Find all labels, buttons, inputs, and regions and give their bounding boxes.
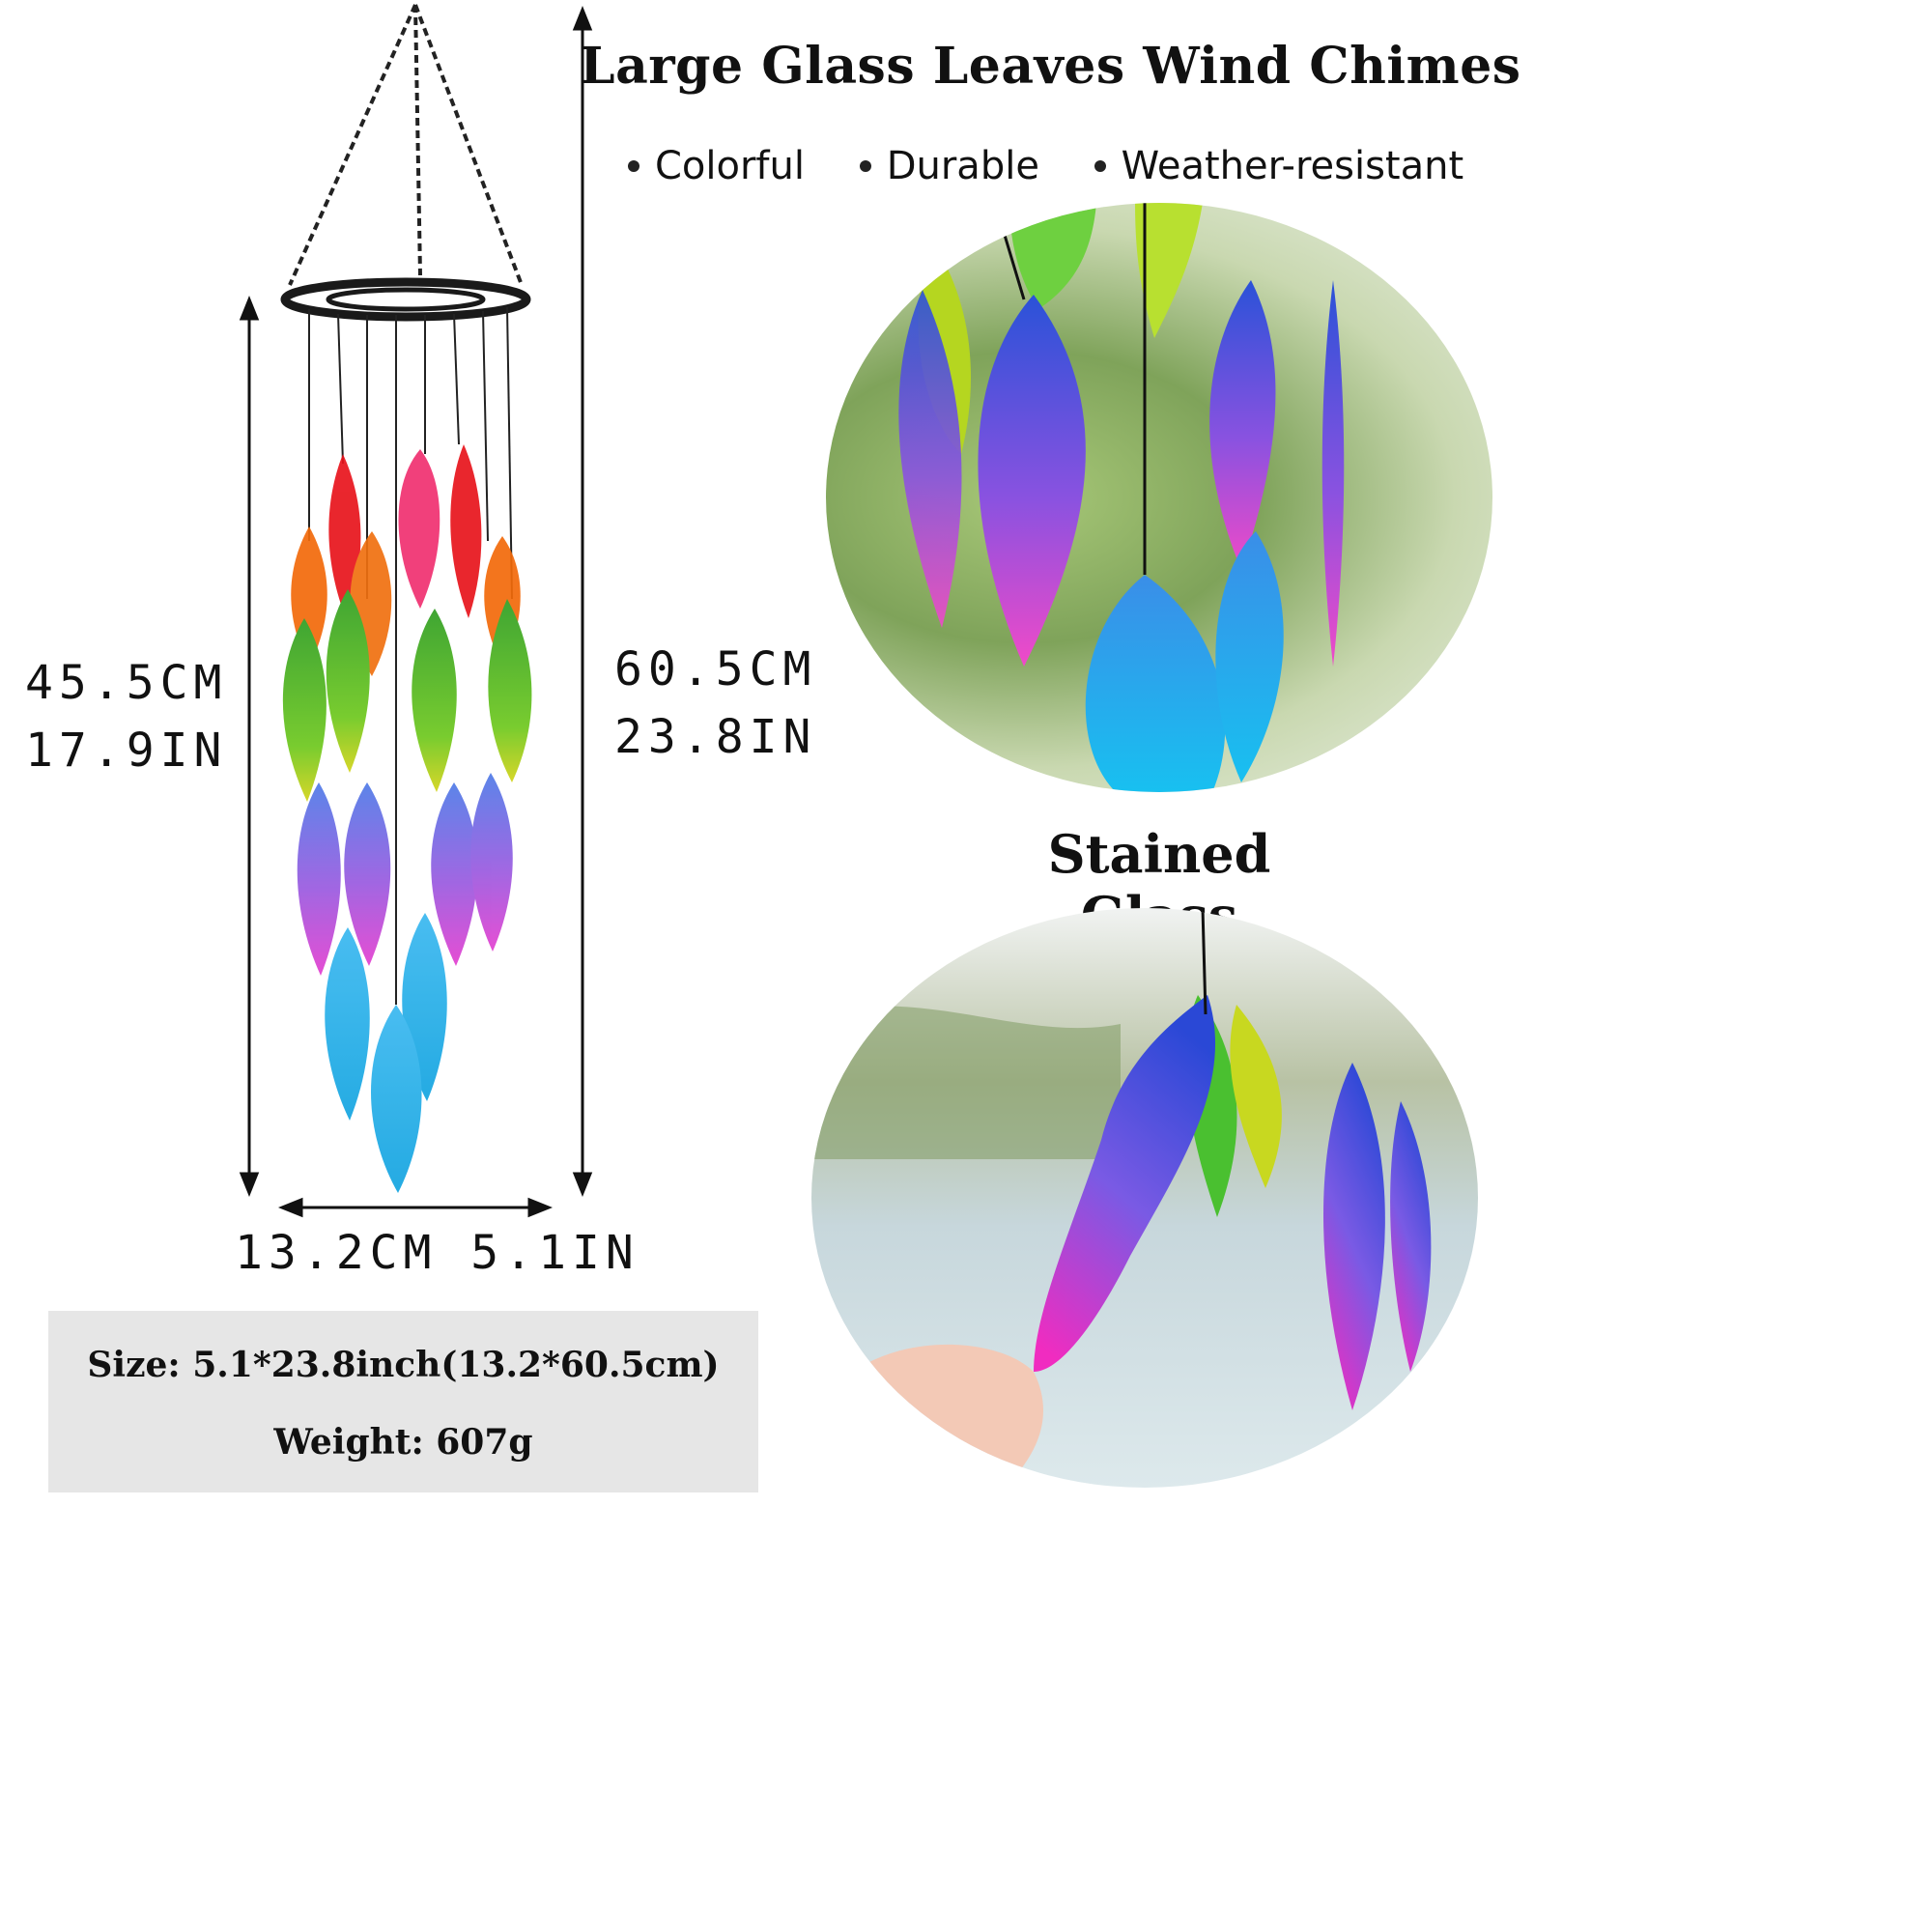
hanging-chains — [288, 4, 524, 286]
total-height-cm: 60.5CM — [614, 642, 817, 696]
total-height-in: 23.8IN — [614, 710, 817, 764]
wind-chime-illustration — [280, 4, 532, 1193]
total-height-label: 60.5CM 23.8IN — [614, 636, 816, 771]
feature-label: Colorful — [655, 144, 805, 188]
inner-height-cm: 45.5CM — [25, 656, 228, 710]
specs-panel: Size: 5.1*23.8inch(13.2*60.5cm) Weight: … — [48, 1311, 758, 1492]
feature-item: Colorful — [628, 144, 805, 188]
bullet-icon — [1094, 160, 1106, 172]
feature-list: Colorful Durable Weather-resistant — [628, 137, 1497, 188]
feature-label: Weather-resistant — [1121, 144, 1464, 188]
leaf-in-hand-image — [811, 908, 1432, 1488]
page-title: Large Glass Leaves Wind Chimes — [580, 37, 1521, 96]
feature-label: Durable — [886, 144, 1039, 188]
hanging-strings — [308, 306, 513, 1005]
weight-spec: Weight: 607g — [273, 1422, 533, 1463]
product-closeup-photo — [826, 203, 1492, 792]
inner-height-label: 45.5CM 17.9IN — [25, 649, 227, 784]
feature-item: Weather-resistant — [1094, 144, 1464, 188]
feature-item: Durable — [859, 144, 1039, 188]
bullet-icon — [628, 160, 639, 172]
leaf-closeup-image — [898, 203, 1345, 792]
product-hand-photo — [811, 908, 1478, 1488]
glass-leaves — [282, 444, 532, 1193]
width-label: 13.2CM 5.1IN — [235, 1226, 639, 1280]
hanging-ring — [280, 277, 531, 322]
inner-height-in: 17.9IN — [25, 724, 228, 778]
size-spec: Size: 5.1*23.8inch(13.2*60.5cm) — [87, 1345, 720, 1385]
bullet-icon — [859, 160, 871, 172]
